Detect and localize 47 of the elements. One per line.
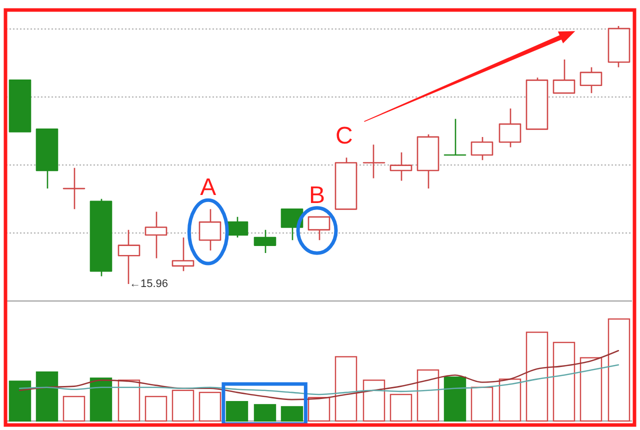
bar (444, 376, 466, 422)
bar (172, 390, 194, 422)
candlestick (498, 108, 522, 148)
annotation: B (308, 182, 326, 209)
bar (308, 396, 330, 422)
annotation: ←15.96 (129, 278, 168, 290)
candlestick (8, 80, 32, 132)
bar (254, 404, 276, 422)
bar (498, 378, 522, 422)
candlestick (144, 211, 168, 259)
candlestick (198, 208, 222, 252)
candlestick (416, 134, 440, 190)
bar (552, 342, 576, 422)
bar (36, 371, 58, 422)
candlestick (552, 58, 576, 94)
bar (280, 406, 304, 422)
bar (226, 401, 248, 422)
candlestick (36, 128, 58, 190)
candlestick (362, 144, 386, 179)
bar (608, 318, 630, 422)
candlestick (444, 118, 466, 156)
bar (8, 380, 32, 422)
candlestick (470, 136, 494, 161)
candlestick (62, 167, 86, 210)
bar (416, 369, 440, 422)
bar (390, 394, 412, 422)
bar (62, 396, 86, 422)
candlestick (254, 229, 276, 254)
bar (526, 332, 548, 422)
bar (580, 357, 602, 422)
candlestick (608, 25, 630, 68)
bar (90, 378, 112, 422)
candlestick (526, 76, 548, 130)
candlestick (580, 66, 602, 94)
candlestick (334, 156, 358, 210)
bar (362, 380, 386, 422)
bar (334, 356, 358, 422)
bar (470, 386, 494, 422)
candlestick (90, 198, 112, 277)
candlestick (172, 236, 194, 272)
candlestick (390, 152, 412, 182)
bar (198, 392, 222, 422)
candlestick (308, 216, 330, 241)
bar (118, 380, 140, 422)
annotation: C (336, 122, 353, 150)
bar (144, 396, 168, 422)
annotation: A (200, 174, 216, 202)
